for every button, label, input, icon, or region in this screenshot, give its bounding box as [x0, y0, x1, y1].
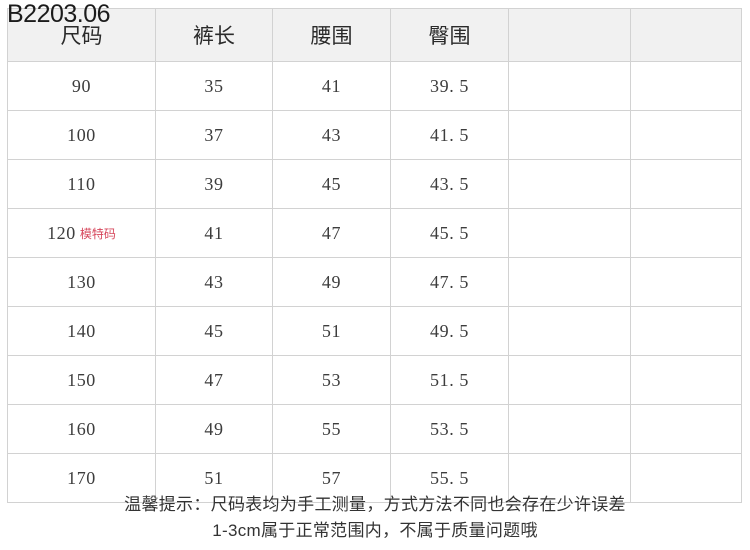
cell-extra-2 [630, 257, 742, 307]
table-row: 160 49 55 53. 5 [7, 404, 742, 454]
cell-pant-length: 37 [155, 110, 273, 160]
cell-hip: 43. 5 [390, 159, 509, 209]
model-size-note: 模特码 [79, 226, 116, 241]
column-header-waist: 腰围 [272, 8, 391, 62]
table-row: 170 51 57 55. 5 [7, 453, 742, 503]
cell-extra-2 [630, 208, 742, 258]
size-value: 140 [67, 320, 96, 341]
cell-extra-1 [508, 61, 631, 111]
table-row: 150 47 53 51. 5 [7, 355, 742, 405]
table-row: 90 35 41 39. 5 [7, 61, 742, 111]
cell-waist: 43 [272, 110, 391, 160]
cell-waist: 47 [272, 208, 391, 258]
cell-hip: 53. 5 [390, 404, 509, 454]
size-value: 170 [67, 467, 96, 488]
cell-waist: 49 [272, 257, 391, 307]
cell-extra-2 [630, 61, 742, 111]
column-header-size: 尺码 [7, 8, 156, 62]
cell-hip: 55. 5 [390, 453, 509, 503]
cell-extra-1 [508, 257, 631, 307]
cell-pant-length: 45 [155, 306, 273, 356]
size-value: 120 [47, 222, 76, 243]
cell-size: 100 [7, 110, 156, 160]
cell-pant-length: 39 [155, 159, 273, 209]
table-body: 90 35 41 39. 5 100 37 43 41. 5 110 39 45 43. 5 120 模特… [7, 61, 742, 503]
cell-waist: 51 [272, 306, 391, 356]
cell-hip: 45. 5 [390, 208, 509, 258]
cell-waist: 45 [272, 159, 391, 209]
size-value: 150 [67, 369, 96, 390]
cell-extra-1 [508, 110, 631, 160]
cell-extra-1 [508, 306, 631, 356]
size-value: 130 [67, 271, 96, 292]
cell-extra-1 [508, 453, 631, 503]
cell-size: 160 [7, 404, 156, 454]
cell-pant-length: 51 [155, 453, 273, 503]
cell-extra-2 [630, 404, 742, 454]
cell-size: 130 [7, 257, 156, 307]
cell-extra-2 [630, 110, 742, 160]
cell-extra-1 [508, 159, 631, 209]
table-header-row: 尺码 裤长 腰围 臀围 [7, 8, 742, 62]
cell-pant-length: 41 [155, 208, 273, 258]
cell-pant-length: 35 [155, 61, 273, 111]
column-header-hip: 臀围 [390, 8, 509, 62]
cell-extra-2 [630, 453, 742, 503]
size-value: 100 [67, 124, 96, 145]
cell-size: 110 [7, 159, 156, 209]
cell-hip: 47. 5 [390, 257, 509, 307]
table-row: 100 37 43 41. 5 [7, 110, 742, 160]
cell-hip: 41. 5 [390, 110, 509, 160]
table-row: 110 39 45 43. 5 [7, 159, 742, 209]
footer-notes: 温馨提示：尺码表均为手工测量，方式方法不同也会存在少许误差 1-3cm属于正常范… [0, 492, 750, 544]
cell-size: 150 [7, 355, 156, 405]
column-header-pant-length: 裤长 [155, 8, 273, 62]
cell-extra-1 [508, 208, 631, 258]
table-header: 尺码 裤长 腰围 臀围 [7, 8, 742, 62]
cell-waist: 57 [272, 453, 391, 503]
cell-size: 170 [7, 453, 156, 503]
table-row: 140 45 51 49. 5 [7, 306, 742, 356]
cell-pant-length: 43 [155, 257, 273, 307]
column-header-extra-2 [630, 8, 742, 62]
column-header-extra-1 [508, 8, 631, 62]
cell-size: 120 模特码 [7, 208, 156, 258]
cell-extra-1 [508, 355, 631, 405]
table-row: 120 模特码 41 47 45. 5 [7, 208, 742, 258]
cell-extra-2 [630, 306, 742, 356]
cell-hip: 49. 5 [390, 306, 509, 356]
cell-hip: 39. 5 [390, 61, 509, 111]
footer-note-line-2: 1-3cm属于正常范围内，不属于质量问题哦 [212, 521, 538, 540]
product-code-label: B2203.06 [7, 0, 111, 28]
table-row: 130 43 49 47. 5 [7, 257, 742, 307]
cell-hip: 51. 5 [390, 355, 509, 405]
cell-waist: 55 [272, 404, 391, 454]
size-value: 90 [71, 75, 92, 96]
cell-waist: 41 [272, 61, 391, 111]
size-chart-table: 尺码 裤长 腰围 臀围 90 35 41 39. 5 100 37 43 41. 5 110 39… [7, 8, 742, 503]
cell-extra-1 [508, 404, 631, 454]
cell-extra-2 [630, 159, 742, 209]
cell-pant-length: 47 [155, 355, 273, 405]
size-table-container: 尺码 裤长 腰围 臀围 90 35 41 39. 5 100 37 43 41. 5 110 39… [7, 8, 742, 503]
size-value: 110 [67, 173, 96, 194]
footer-note-line-1: 温馨提示：尺码表均为手工测量，方式方法不同也会存在少许误差 [124, 495, 626, 514]
cell-waist: 53 [272, 355, 391, 405]
cell-extra-2 [630, 355, 742, 405]
cell-size: 140 [7, 306, 156, 356]
cell-pant-length: 49 [155, 404, 273, 454]
cell-size: 90 [7, 61, 156, 111]
size-value: 160 [67, 418, 96, 439]
